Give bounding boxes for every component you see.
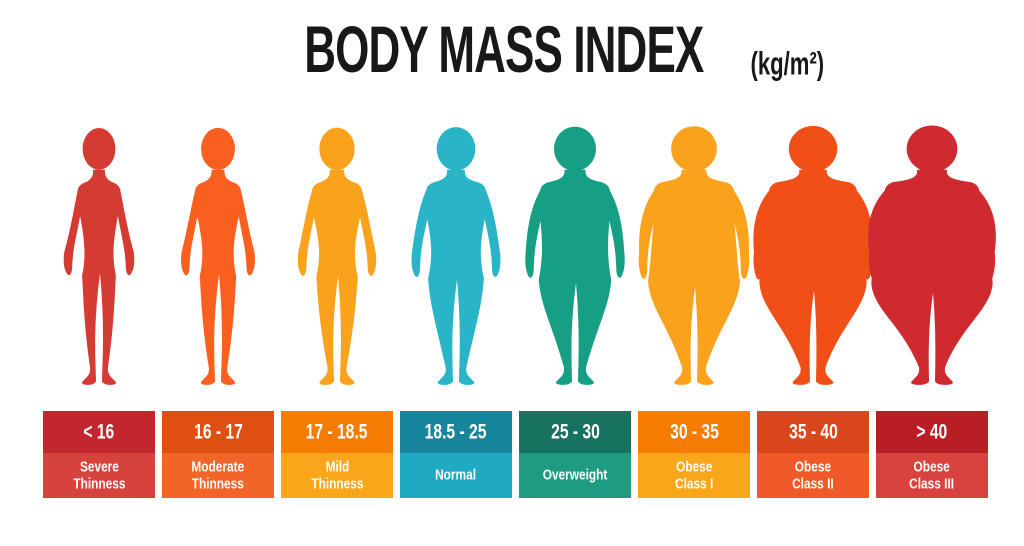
body-svg xyxy=(411,127,501,385)
category-label: Obese Class I xyxy=(674,458,714,492)
body-silhouette-moderate-thinness xyxy=(143,124,292,395)
range-cell: > 40 xyxy=(876,411,988,453)
range-value: 16 - 17 xyxy=(193,419,243,444)
label-cell: Obese Class II xyxy=(757,453,869,498)
range-value: 35 - 40 xyxy=(788,419,838,444)
category-box-obese-class-2: 35 - 40 Obese Class II xyxy=(757,411,869,498)
label-cell: Normal xyxy=(400,453,512,498)
category-label: Obese Class II xyxy=(792,458,834,492)
category-box-moderate-thinness: 16 - 17 Moderate Thinness xyxy=(162,411,274,498)
range-value: 17 - 18.5 xyxy=(306,419,368,444)
body-silhouette-obese-class-2 xyxy=(738,124,887,395)
body-svg xyxy=(638,126,750,385)
range-cell: < 16 xyxy=(43,411,155,453)
category-label: Mild Thinness xyxy=(310,458,364,492)
category-label: Severe Thinness xyxy=(72,458,126,492)
range-value: 25 - 30 xyxy=(550,419,600,444)
body-svg xyxy=(753,125,873,385)
body-svg xyxy=(63,127,135,385)
range-cell: 35 - 40 xyxy=(757,411,869,453)
category-box-obese-class-3: > 40 Obese Class III xyxy=(876,411,988,498)
range-cell: 30 - 35 xyxy=(638,411,750,453)
label-cell: Moderate Thinness xyxy=(162,453,274,498)
range-value: > 40 xyxy=(916,419,948,444)
category-label: Normal xyxy=(435,466,477,483)
category-box-overweight: 25 - 30 Overweight xyxy=(519,411,631,498)
category-label: Overweight xyxy=(542,466,608,483)
title-unit: (kg/m²) xyxy=(750,44,825,82)
range-cell: 17 - 18.5 xyxy=(281,411,393,453)
range-value: 18.5 - 25 xyxy=(425,419,487,444)
range-cell: 18.5 - 25 xyxy=(400,411,512,453)
label-cell: Obese Class I xyxy=(638,453,750,498)
body-svg xyxy=(181,127,255,385)
range-value: < 16 xyxy=(83,419,115,444)
range-value: 30 - 35 xyxy=(669,419,719,444)
title-text: BODY MASS INDEX xyxy=(304,12,704,87)
category-label: Obese Class III xyxy=(909,458,955,492)
body-silhouette-obese-class-3 xyxy=(857,124,1006,395)
body-silhouette-normal xyxy=(381,124,530,395)
range-cell: 16 - 17 xyxy=(162,411,274,453)
category-box-obese-class-1: 30 - 35 Obese Class I xyxy=(638,411,750,498)
body-svg xyxy=(868,125,996,385)
category-box-mild-thinness: 17 - 18.5 Mild Thinness xyxy=(281,411,393,498)
body-silhouette-obese-class-1 xyxy=(619,124,768,395)
body-svg xyxy=(297,127,377,385)
label-cell: Severe Thinness xyxy=(43,453,155,498)
body-silhouette-severe-thinness xyxy=(24,124,173,395)
body-silhouette-mild-thinness xyxy=(262,124,411,395)
range-cell: 25 - 30 xyxy=(519,411,631,453)
figures-row xyxy=(0,124,1024,395)
body-svg xyxy=(525,126,625,385)
label-cell: Mild Thinness xyxy=(281,453,393,498)
label-cell: Obese Class III xyxy=(876,453,988,498)
label-cell: Overweight xyxy=(519,453,631,498)
category-box-severe-thinness: < 16 Severe Thinness xyxy=(43,411,155,498)
legend-row: < 16 Severe Thinness 16 - 17 Moderate Thin… xyxy=(43,411,988,498)
body-silhouette-overweight xyxy=(500,124,649,395)
category-box-normal: 18.5 - 25 Normal xyxy=(400,411,512,498)
category-label: Moderate Thinness xyxy=(191,458,245,492)
page-title: BODY MASS INDEX (kg/m²) xyxy=(42,13,1024,88)
